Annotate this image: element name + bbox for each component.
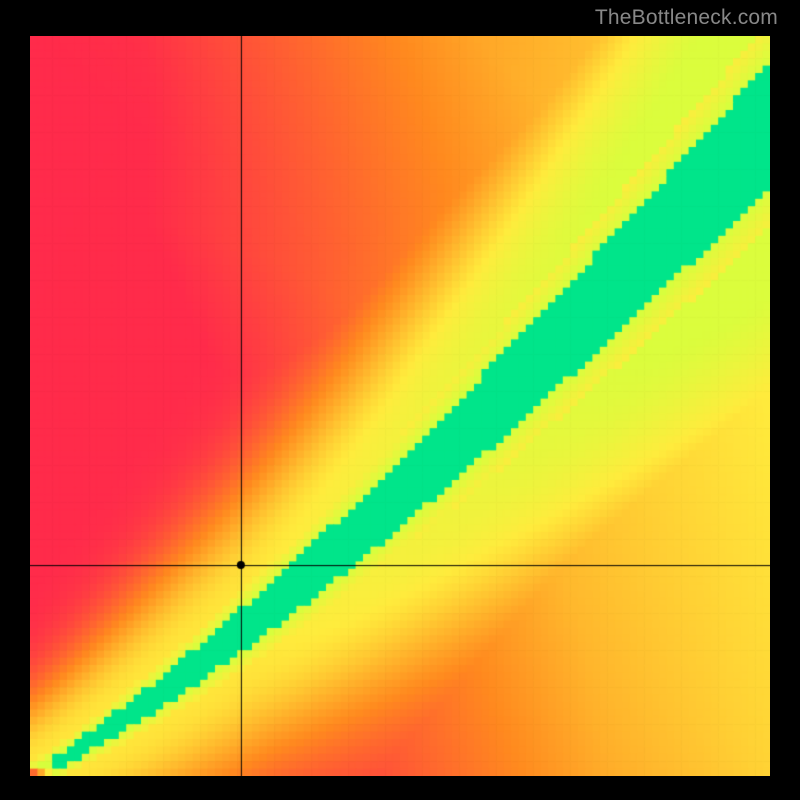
watermark-text: TheBottleneck.com bbox=[595, 6, 778, 30]
heatmap-canvas bbox=[30, 36, 770, 776]
plot-area bbox=[30, 36, 770, 776]
chart-frame: TheBottleneck.com bbox=[0, 0, 800, 800]
